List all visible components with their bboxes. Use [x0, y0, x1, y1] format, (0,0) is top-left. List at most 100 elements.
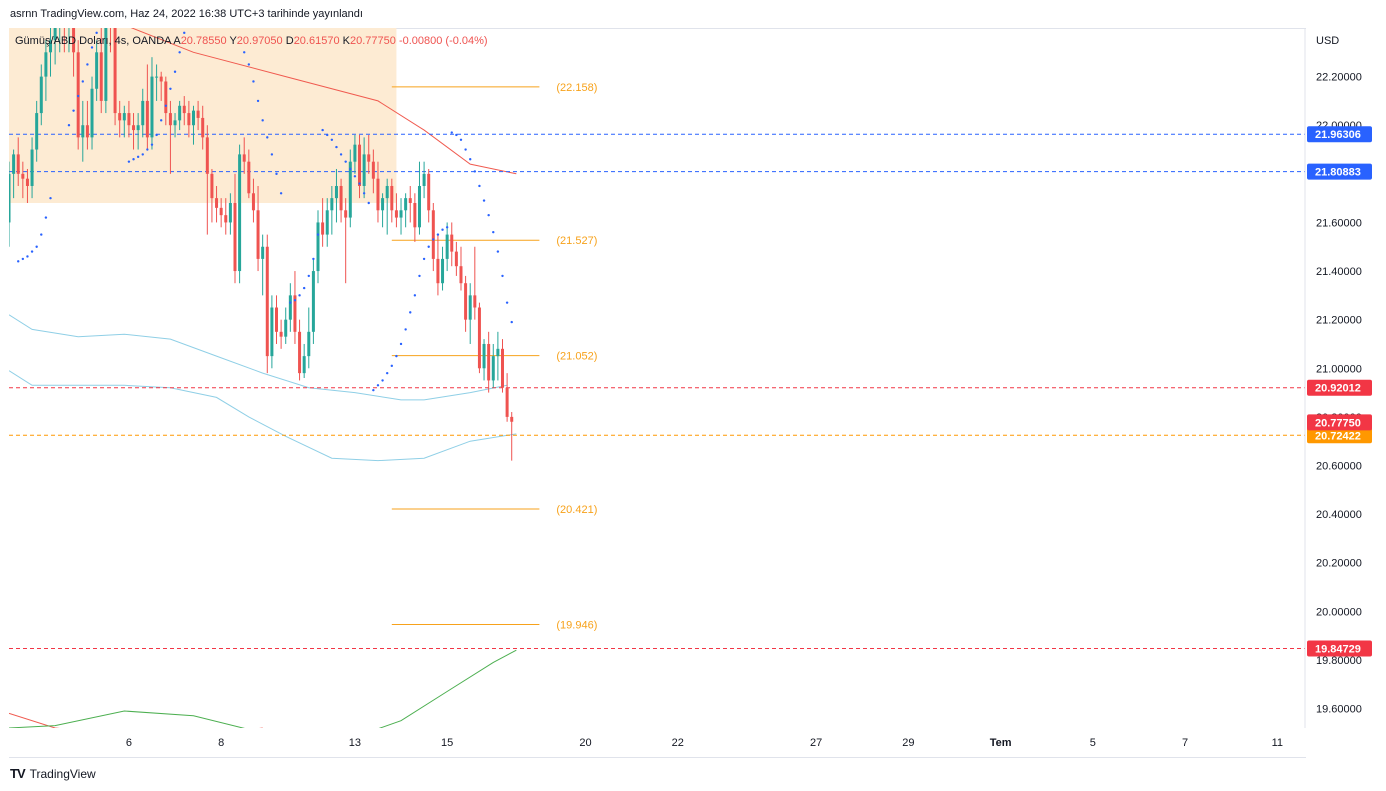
candle-body-87 — [408, 198, 412, 203]
psar-dot-65 — [409, 311, 412, 314]
candle-body-93 — [436, 258, 440, 284]
x-tick-label-1: 8 — [218, 737, 224, 749]
candle-body-62 — [293, 295, 297, 332]
legend-symbol: Gümüş/ABD Doları, 4s, OANDA — [15, 35, 171, 47]
psar-dot-33 — [256, 99, 260, 103]
psar-dot-27 — [173, 70, 177, 73]
psar-dot-52 — [349, 167, 352, 171]
candle-body-7 — [39, 76, 43, 114]
candle-body-103 — [482, 343, 486, 369]
candle-body-108 — [505, 387, 509, 417]
moving-average-green-line — [9, 649, 517, 728]
legend-high-label: Y — [229, 35, 237, 47]
candle-body-14 — [72, 28, 76, 53]
psar-dot-66 — [413, 294, 417, 297]
candle-body-40 — [191, 110, 195, 126]
candle-body-75 — [353, 144, 357, 162]
candle-body-13 — [67, 16, 70, 28]
candle-body-88 — [413, 203, 417, 228]
candle-body-104 — [487, 343, 491, 381]
psar-dot-11 — [81, 80, 84, 83]
candle-body-89 — [417, 185, 421, 228]
candle-body-3 — [21, 173, 25, 179]
tradingview-brand[interactable]: TV TradingView — [10, 766, 96, 781]
psar-dot-0 — [17, 260, 20, 263]
candle-body-2 — [16, 154, 20, 174]
psar-dot-35 — [266, 136, 269, 139]
x-tick-label-6: 27 — [810, 737, 822, 749]
tradingview-logo-icon: TV — [10, 766, 26, 781]
psar-dot-51 — [344, 160, 347, 163]
candle-body-29 — [141, 100, 145, 126]
moving-average-red-lower-line — [9, 712, 263, 728]
psar-dot-1 — [21, 257, 25, 261]
legend-low-label: D — [285, 35, 294, 47]
candle-body-24 — [118, 113, 122, 121]
y-axis-unit[interactable]: USD — [1316, 35, 1340, 47]
psar-dot-60 — [385, 371, 389, 375]
psar-dot-4 — [35, 245, 38, 248]
psar-dot-5 — [40, 233, 43, 236]
candle-body-65 — [307, 331, 311, 357]
psar-dot-2 — [26, 255, 29, 258]
last-price-badge-bg — [1307, 414, 1372, 431]
candle-body-82 — [385, 185, 389, 199]
fib-level-label-3: (20.421) — [556, 504, 597, 516]
candle-body-38 — [182, 105, 186, 114]
y-tick-label-11: 20.20000 — [1316, 558, 1362, 570]
psar-dot-38 — [279, 192, 283, 195]
candle-body-99 — [464, 283, 468, 320]
candle-body-51 — [242, 154, 246, 162]
psar-dot-80 — [478, 184, 481, 188]
candle-body-100 — [468, 295, 472, 320]
psar-dot-74 — [450, 131, 453, 134]
psar-dot-47 — [326, 133, 329, 137]
psar-dot-25 — [164, 104, 168, 107]
candle-body-77 — [362, 154, 366, 186]
psar-dot-57 — [372, 388, 375, 392]
candle-body-42 — [201, 117, 205, 138]
y-tick-label-4: 21.60000 — [1316, 217, 1362, 229]
psar-dot-87 — [510, 320, 513, 324]
candle-body-86 — [404, 198, 408, 211]
candle-body-32 — [155, 76, 159, 78]
candle-body-97 — [454, 251, 458, 267]
candle-body-60 — [284, 319, 288, 337]
psar-dot-9 — [72, 109, 75, 112]
psar-dot-75 — [455, 133, 458, 137]
candle-body-81 — [381, 198, 385, 211]
candle-body-83 — [390, 185, 394, 211]
candle-body-45 — [215, 198, 219, 208]
candle-body-59 — [279, 331, 283, 337]
candle-body-91 — [427, 173, 431, 211]
psar-dot-45 — [316, 233, 320, 236]
psar-dot-8 — [67, 124, 71, 127]
psar-dot-64 — [404, 328, 407, 331]
candle-body-94 — [441, 258, 445, 284]
candle-body-36 — [173, 120, 177, 126]
chart-frame — [9, 28, 1306, 758]
psar-dot-86 — [505, 301, 509, 304]
psar-dot-41 — [298, 294, 301, 297]
psar-dot-84 — [496, 250, 500, 253]
psar-dot-71 — [436, 233, 440, 236]
candle-body-43 — [205, 137, 209, 174]
candle-body-109 — [510, 416, 514, 422]
candle-body-56 — [265, 246, 269, 357]
psar-dot-82 — [487, 213, 490, 217]
x-tick-label-3: 15 — [441, 737, 453, 749]
candle-body-70 — [330, 198, 334, 211]
candle-body-101 — [473, 295, 477, 308]
price-badge-3: 20.72422 — [1315, 430, 1361, 442]
psar-dot-69 — [427, 245, 430, 248]
candle-body-49 — [233, 203, 237, 272]
candle-body-76 — [358, 144, 362, 186]
psar-dot-58 — [376, 384, 380, 387]
legend-close-value: 20.77750 — [349, 35, 396, 47]
candle-body-57 — [270, 307, 274, 357]
price-badge-3-bg — [1307, 427, 1372, 444]
candle-body-102 — [477, 307, 481, 369]
candle-body-71 — [334, 185, 338, 199]
candle-body-52 — [247, 161, 251, 194]
